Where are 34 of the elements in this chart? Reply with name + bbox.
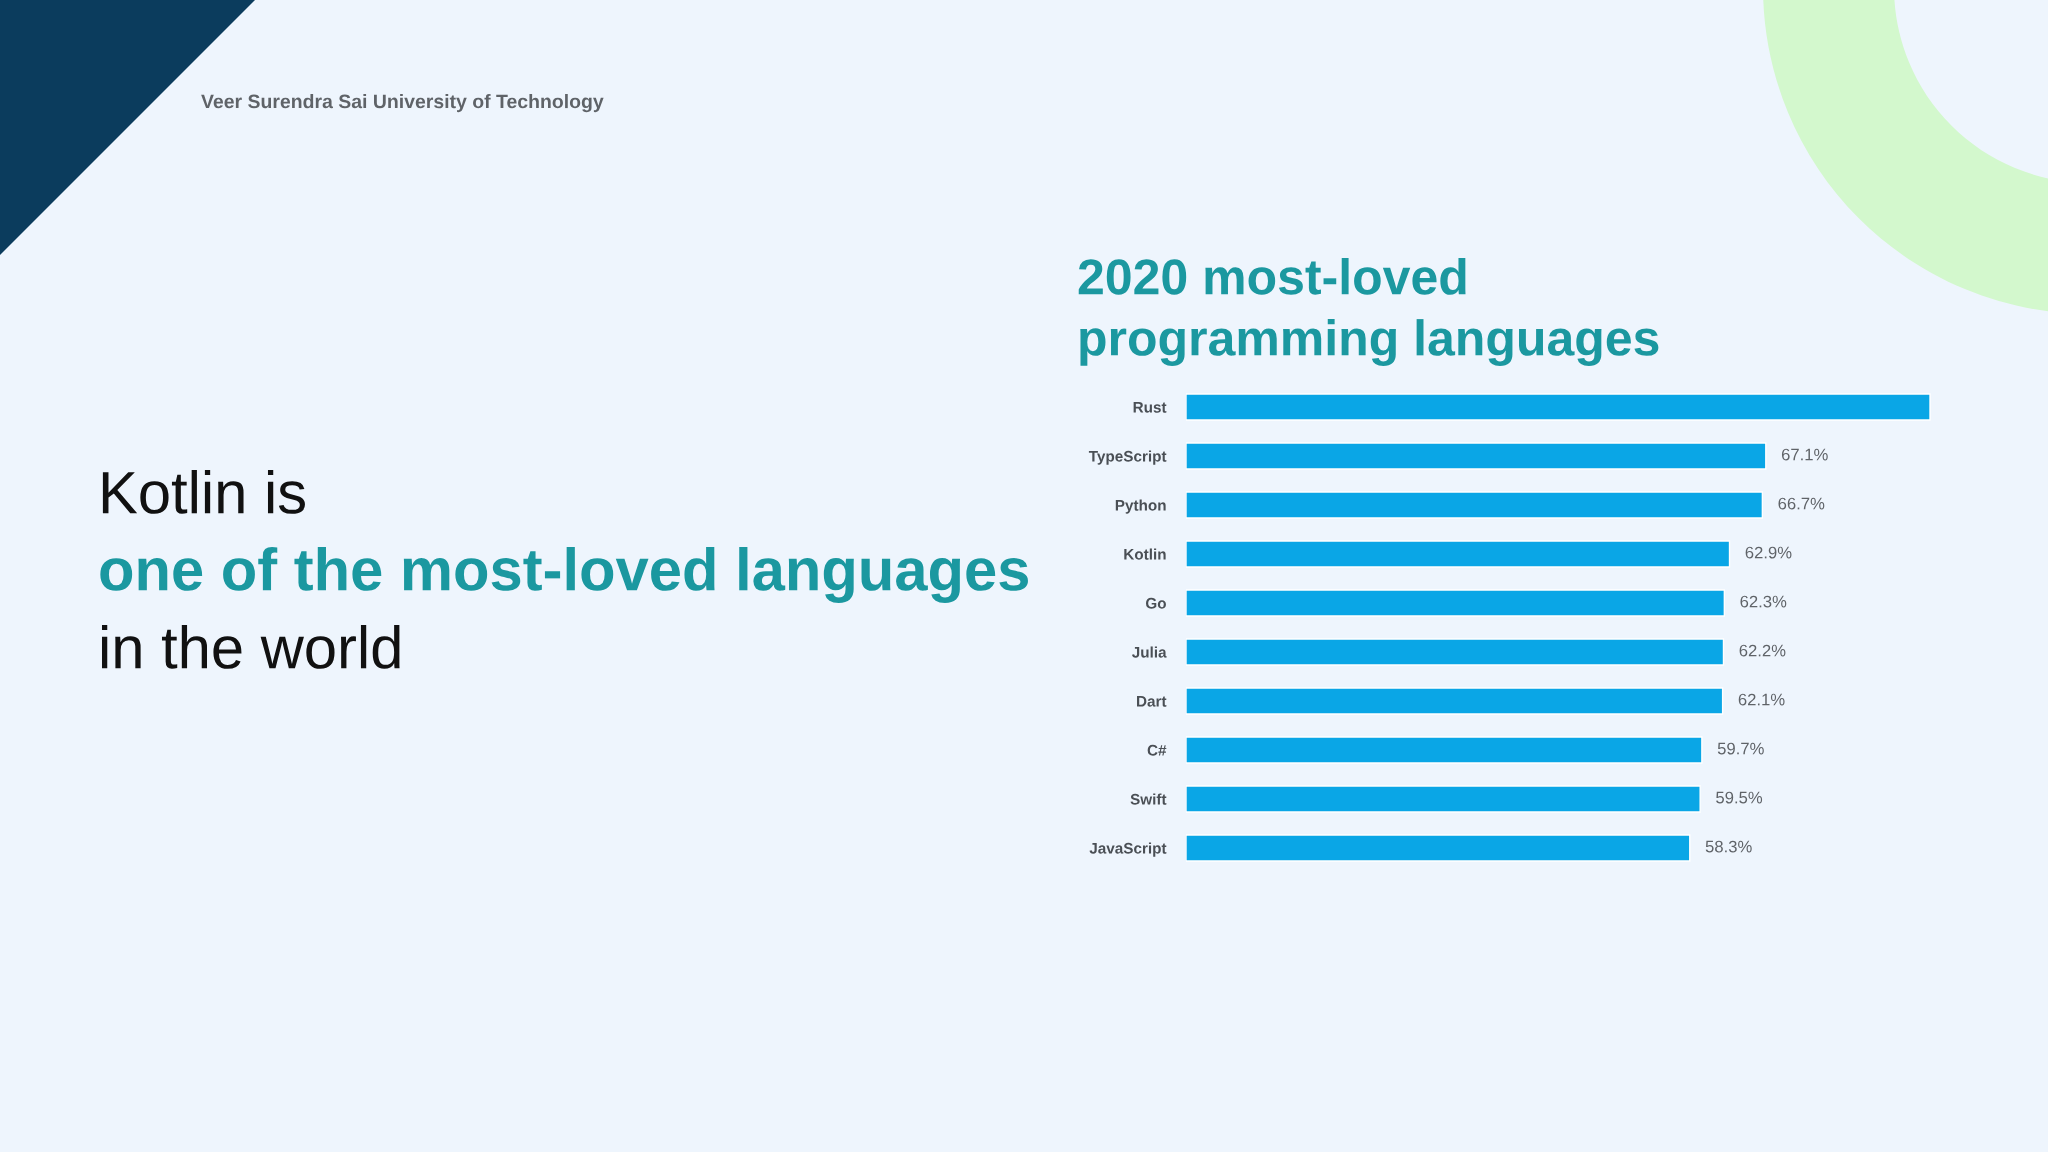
y-tick-label: Go (1145, 597, 1166, 609)
bar (1186, 834, 1691, 862)
bar (1186, 736, 1703, 764)
bar (1186, 687, 1724, 715)
bar (1186, 540, 1731, 568)
text: in the world (101, 625, 400, 669)
data-label: 59.5% (1716, 791, 1763, 804)
bar (1186, 491, 1764, 519)
bar (1186, 638, 1725, 666)
data-label: 59.7% (1717, 742, 1764, 755)
data-label: 62.9% (1745, 546, 1792, 559)
data-label: 62.1% (1738, 693, 1785, 706)
text: Veer Surendra Sai University of Technology (201, 94, 604, 113)
y-tick-label: JavaScript (1089, 842, 1167, 857)
y-tick-label: TypeScript (1088, 450, 1167, 465)
text: Kotlin is (102, 470, 305, 514)
bar (1186, 785, 1701, 813)
bar (1186, 393, 1931, 421)
y-tick-label: Dart (1137, 696, 1167, 707)
y-tick-label: Julia (1131, 646, 1167, 658)
chart-title: 2020 most-loved programming languages (1078, 258, 1659, 366)
data-label: 62.3% (1740, 595, 1787, 608)
y-tick-label: Swift (1130, 793, 1167, 805)
data-label: 66.7% (1778, 497, 1825, 510)
y-tick-label: Kotlin (1124, 548, 1166, 560)
data-label: 62.2% (1739, 644, 1786, 657)
data-label: 67.1% (1781, 448, 1828, 461)
bar (1186, 589, 1726, 617)
bar (1186, 442, 1767, 470)
data-label: 58.3% (1705, 840, 1752, 853)
y-tick-label: Rust (1133, 402, 1167, 413)
y-tick-label: C# (1147, 744, 1167, 756)
y-tick-label: Python (1115, 499, 1166, 514)
text: one of the most-loved languages (100, 547, 1028, 603)
